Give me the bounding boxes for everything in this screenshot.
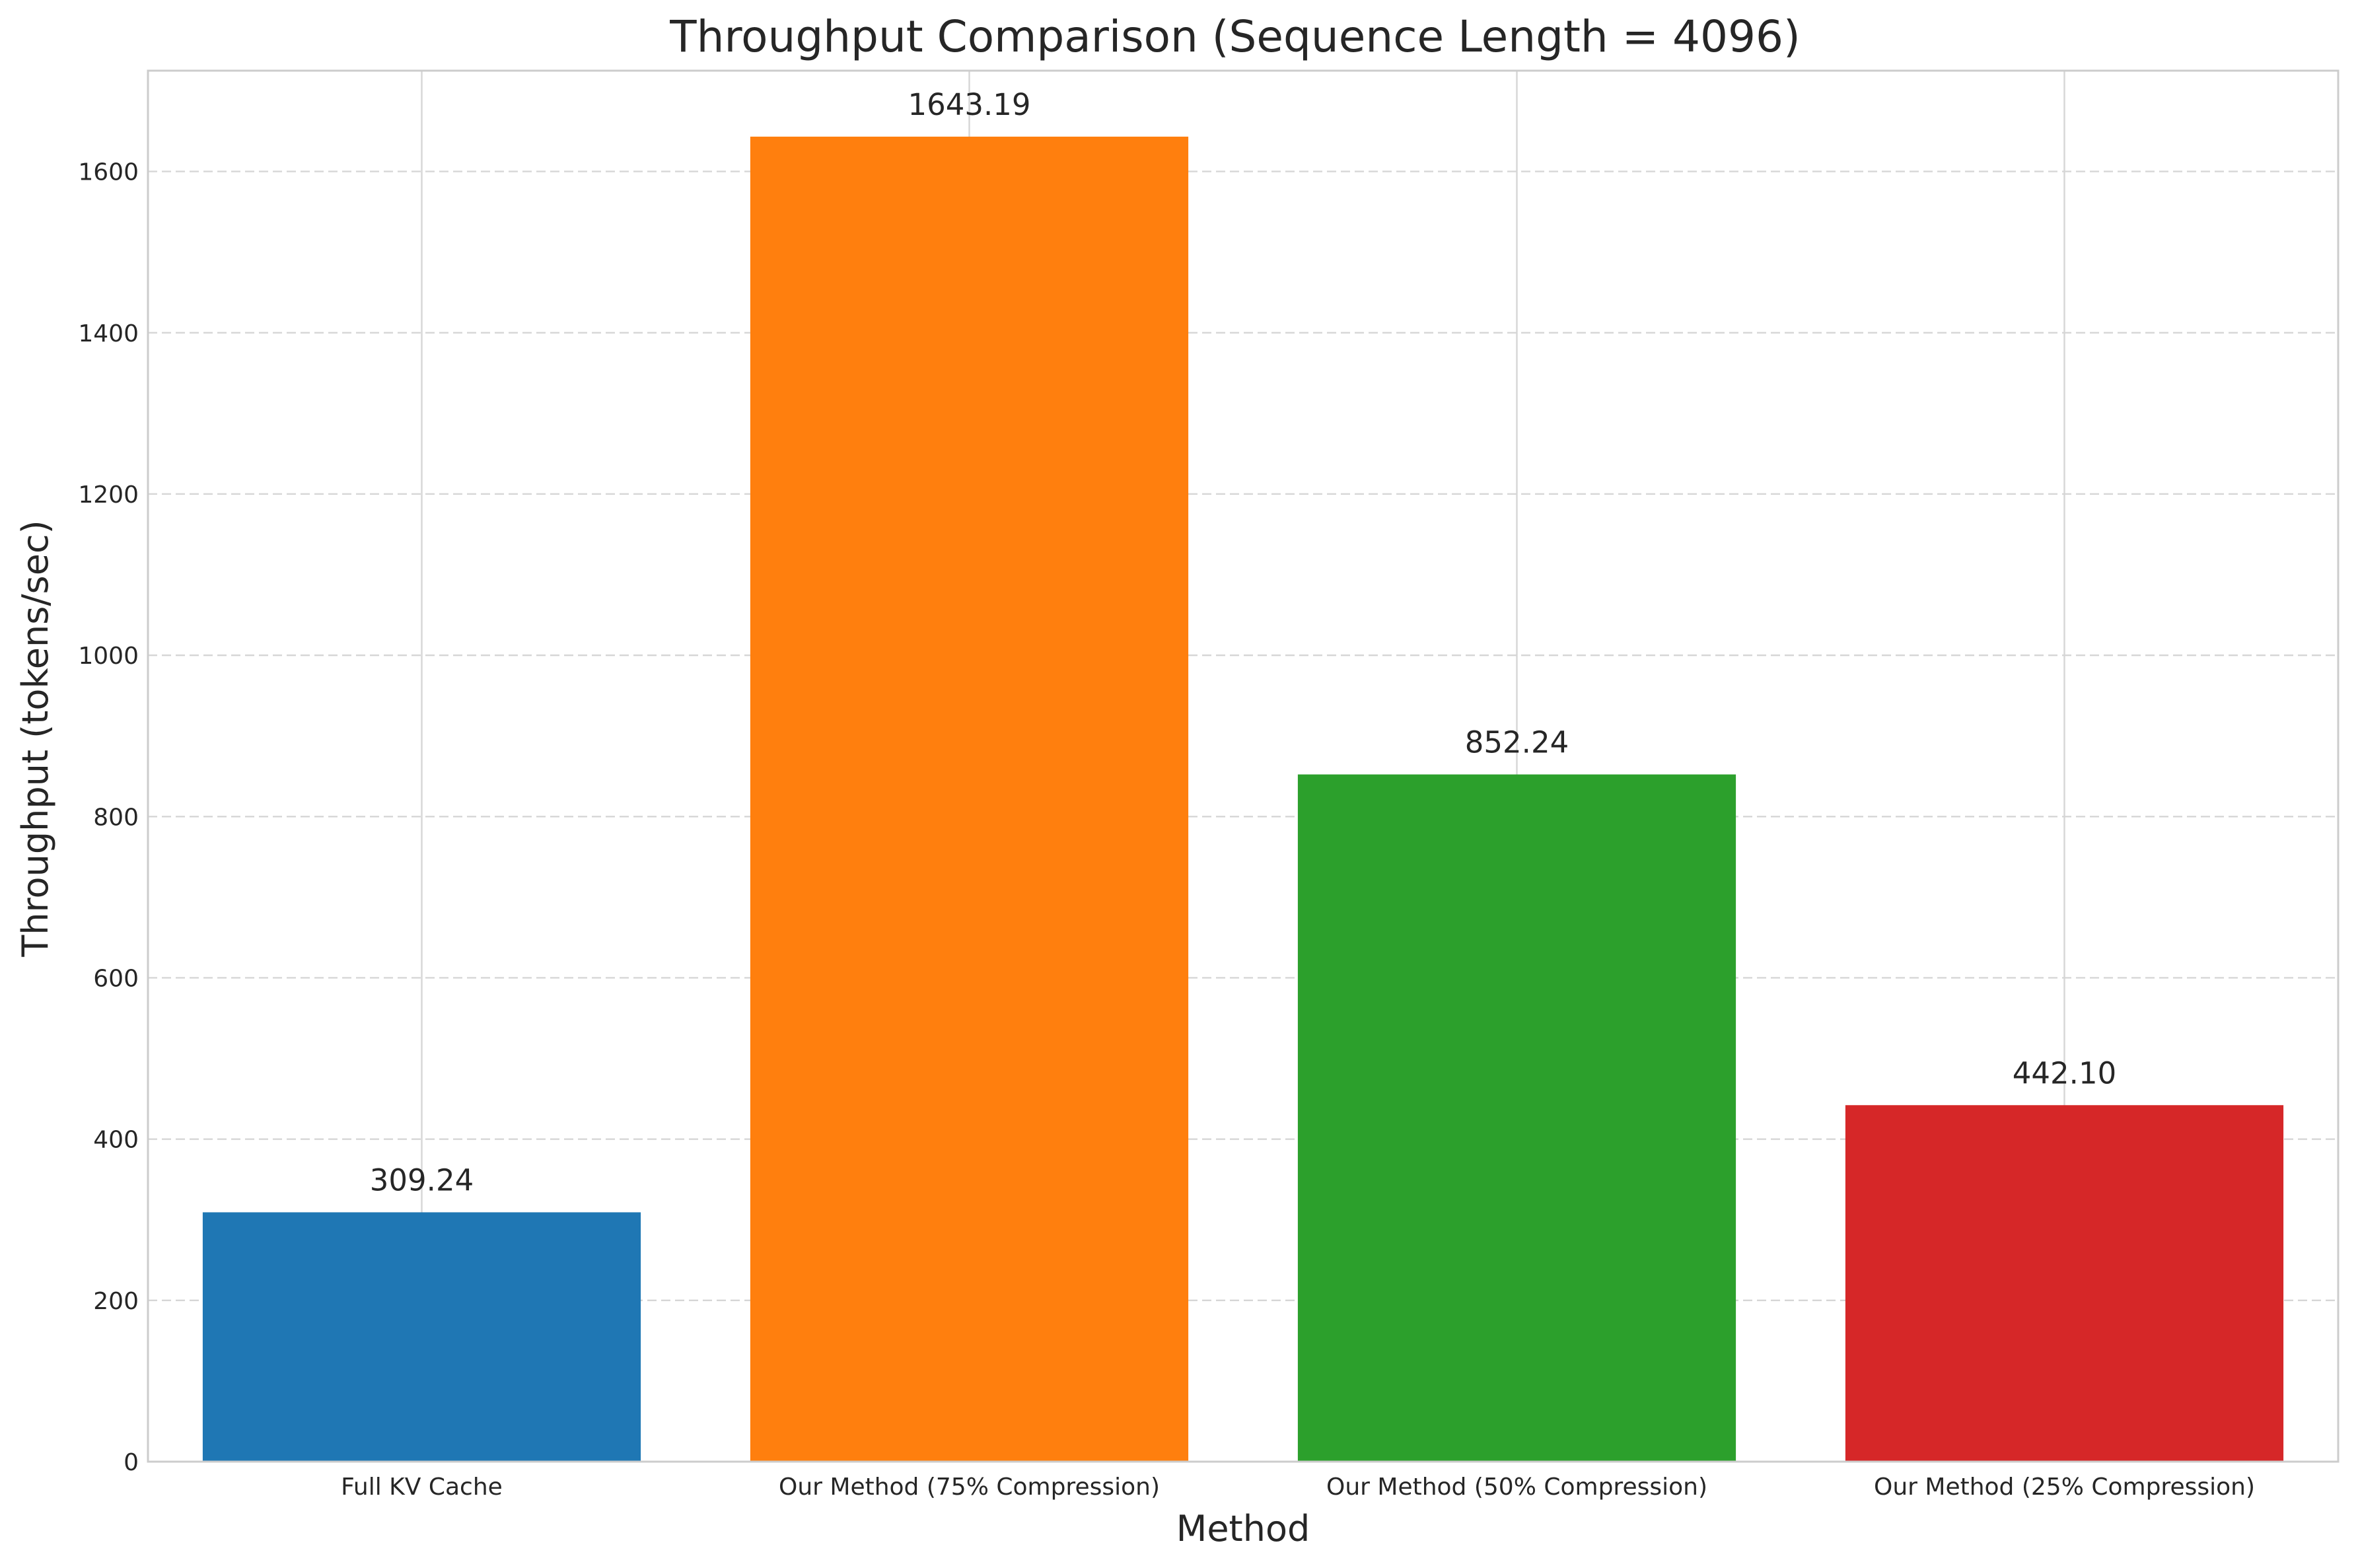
bar (1297, 774, 1736, 1462)
axis-ticks: 0 200 400 600 800 1000 1200 1400 1600 Full KV Cac… (78, 159, 2255, 1501)
y-tick-label: 200 (93, 1288, 139, 1315)
y-tick-label: 0 (124, 1449, 139, 1476)
y-tick-label: 1400 (78, 320, 139, 347)
x-tick-label: Our Method (75% Compression) (779, 1474, 1160, 1501)
y-tick-label: 800 (93, 804, 139, 831)
chart-title: Throughput Comparison (Sequence Length =… (669, 11, 1800, 62)
bar (750, 136, 1189, 1462)
y-tick-label: 1200 (78, 481, 139, 509)
y-tick-label: 600 (93, 965, 139, 992)
bar-value-label: 1643.19 (908, 87, 1030, 122)
y-tick-label: 400 (93, 1127, 139, 1154)
y-tick-label: 1000 (78, 643, 139, 670)
bar-value-label: 442.10 (2013, 1055, 2116, 1090)
plot-frame (147, 69, 2340, 1463)
x-tick-label: Our Method (25% Compression) (1874, 1474, 2255, 1501)
x-axis-label: Method (1176, 1508, 1310, 1550)
x-tick-label: Our Method (50% Compression) (1326, 1474, 1707, 1501)
x-tick-label: Full KV Cache (341, 1474, 503, 1501)
bar-value-label: 852.24 (1465, 725, 1569, 760)
y-tick-label: 1600 (78, 159, 139, 186)
bars (202, 136, 2284, 1462)
bar-value-label: 309.24 (370, 1162, 474, 1197)
y-axis-label: Throughput (tokens/sec) (15, 520, 56, 957)
bar (1845, 1105, 2284, 1462)
data-labels: 309.24 1643.19 852.24 442.10 (370, 87, 2116, 1198)
bar (202, 1212, 641, 1462)
